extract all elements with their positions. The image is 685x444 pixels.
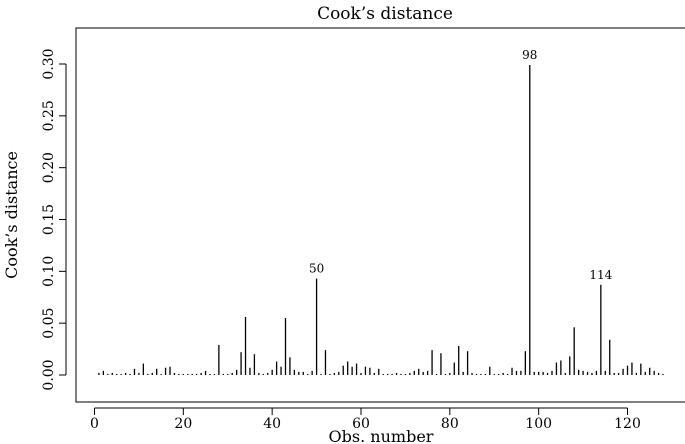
data-label: 50 [309,262,324,276]
x-axis: 0 20 40 60 80 100 120 [90,407,641,432]
y-tick-label: 0.05 [41,308,57,339]
x-tick-label: 20 [174,416,192,432]
x-tick-label: 60 [352,416,370,432]
data-label: 114 [589,268,612,282]
data-label: 98 [522,48,537,62]
x-tick-label: 0 [90,416,99,432]
y-axis-label: Cook’s distance [2,151,21,279]
y-tick-label: 0.30 [41,48,57,79]
y-tick-label: 0.15 [41,204,57,235]
data-labels: 50 98 114 [309,48,613,282]
y-tick-label: 0.20 [41,152,57,183]
x-tick-label: 120 [614,416,641,432]
plot-frame [75,27,685,403]
bars [98,65,664,375]
y-axis: 0.00 0.05 0.10 0.15 0.20 0.25 0.30 [41,48,67,391]
y-tick-label: 0.00 [41,359,57,390]
y-tick-label: 0.10 [41,256,57,287]
x-axis-label: Obs. number [329,427,434,444]
chart-title: Cook’s distance [317,4,453,24]
x-tick-label: 80 [441,416,459,432]
x-tick-label: 40 [263,416,281,432]
y-tick-label: 0.25 [41,100,57,131]
x-tick-label: 100 [525,416,552,432]
